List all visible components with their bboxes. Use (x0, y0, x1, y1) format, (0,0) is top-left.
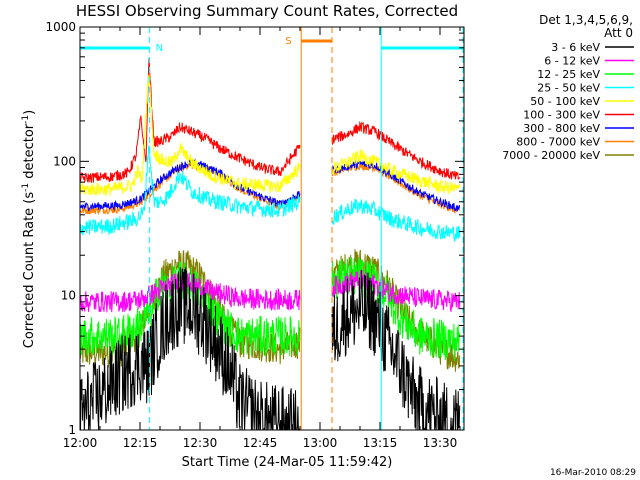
y-axis-label-main: Corrected Count Rate (s (22, 192, 37, 349)
series-line-25-50-kev (331, 198, 461, 243)
y-tick-label: 100 (53, 154, 76, 168)
series-line-300-800-kev (79, 158, 301, 212)
y-axis-label-sup1: -1 (21, 183, 31, 192)
series-line-6-12-kev (331, 270, 461, 312)
y-axis-label-sup2: -1 (21, 115, 31, 124)
plot-frame (79, 26, 465, 431)
legend-header-line-1: Det 1,3,4,5,6,9, (539, 13, 633, 27)
chart-title: HESSI Observing Summary Count Rates, Cor… (76, 2, 458, 20)
legend-label-300-800-kev: 300 - 800 keV (523, 122, 600, 135)
x-tick-label: 13:15 (363, 436, 398, 450)
series-line-50-100-kev (79, 74, 301, 196)
footer-date: 16-Mar-2010 08:29 (550, 468, 636, 478)
x-tick-label: 12:30 (183, 436, 218, 450)
y-axis-label-mid: detector (22, 123, 37, 183)
legend-label-6-12-kev: 6 - 12 keV (544, 55, 600, 68)
y-tick-label: 1000 (45, 20, 76, 34)
series-line-100-300-kev (79, 57, 301, 183)
series-line-3-6-kev (331, 269, 461, 431)
x-tick-label: 12:15 (123, 436, 158, 450)
legend-label-3-6-kev: 3 - 6 keV (551, 41, 600, 54)
marker-s-label: S (285, 36, 291, 47)
x-axis-label: Start Time (24-Mar-05 11:59:42) (182, 455, 393, 470)
series-layer (79, 57, 461, 431)
legend-label-12-25-kev: 12 - 25 keV (537, 68, 600, 81)
series-line-50-100-kev (331, 149, 461, 195)
y-axis-label: Corrected Count Rate (s-1 detector-1) (21, 110, 37, 348)
x-tick-label: 12:45 (243, 436, 278, 450)
y-axis: 1 10 100 1000 (45, 20, 464, 437)
y-axis-label-end: ) (22, 110, 37, 115)
legend-label-7000-20000-kev: 7000 - 20000 keV (502, 149, 600, 162)
legend-label-800-7000-kev: 800 - 7000 keV (516, 136, 600, 149)
marker-n-label: N (156, 43, 163, 54)
x-tick-label: 12:00 (63, 436, 98, 450)
y-tick-label: 1 (68, 423, 76, 437)
legend-label-100-300-kev: 100 - 300 keV (523, 109, 600, 122)
legend-header-line-2: Att 0 (604, 26, 633, 40)
legend-label-50-100-kev: 50 - 100 keV (530, 95, 600, 108)
series-line-100-300-kev (331, 120, 461, 180)
x-tick-label: 13:30 (423, 436, 458, 450)
x-tick-label: 13:00 (303, 436, 338, 450)
x-axis: 12:00 12:15 12:30 12:45 13:00 13:15 13:30 (63, 27, 461, 450)
series-line-25-50-kev (79, 145, 301, 236)
legend-label-25-50-kev: 25 - 50 keV (537, 82, 600, 95)
y-tick-label: 10 (61, 289, 76, 303)
series-line-300-800-kev (331, 160, 461, 212)
